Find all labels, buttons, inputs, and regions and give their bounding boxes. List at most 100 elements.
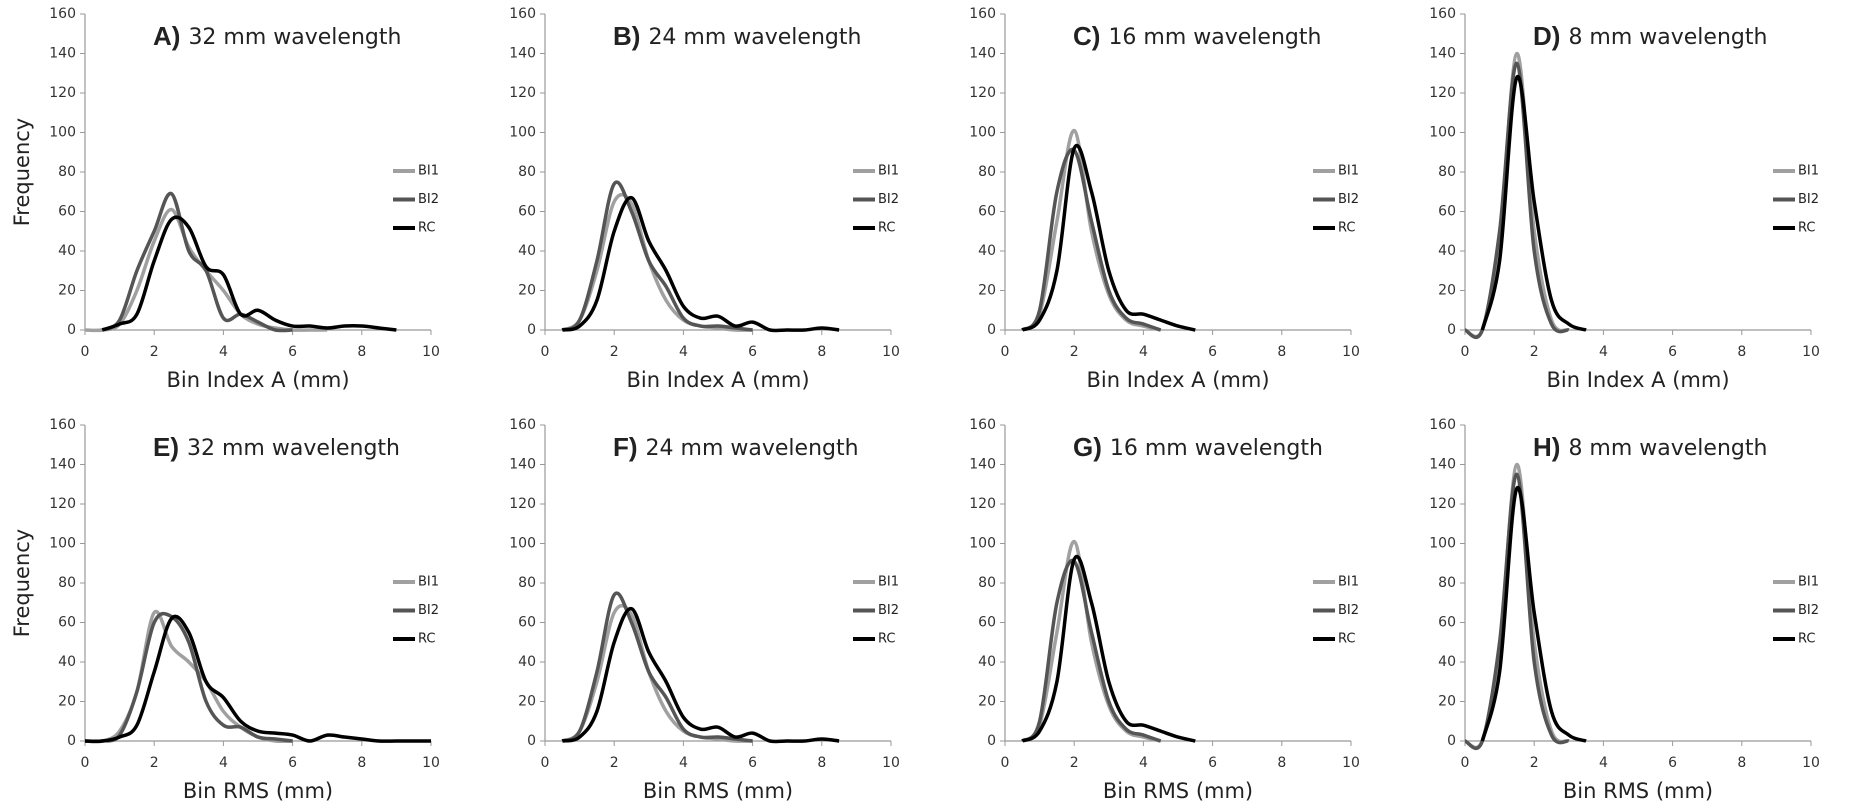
y-tick-label: 0: [987, 733, 996, 749]
legend-label: BI2: [418, 603, 439, 618]
legend-label: BI1: [1338, 164, 1359, 179]
x-axis-label: Bin Index A (mm): [166, 368, 349, 392]
x-tick-label: 10: [422, 755, 440, 771]
x-tick-label: 2: [1070, 755, 1079, 771]
y-tick-label: 100: [969, 125, 996, 141]
y-tick-label: 140: [509, 457, 536, 473]
y-tick-label: 60: [518, 615, 536, 631]
y-tick-label: 0: [1447, 733, 1456, 749]
panel-label: F): [613, 432, 638, 462]
x-tick-label: 0: [1461, 344, 1470, 360]
series-line: [561, 195, 840, 333]
y-tick-label: 160: [49, 6, 76, 22]
x-tick-label: 6: [748, 755, 757, 771]
y-tick-label: 20: [518, 694, 536, 710]
y-tick-label: 40: [58, 243, 76, 259]
y-axis-label: Frequency: [10, 529, 34, 638]
y-tick-label: 120: [509, 496, 536, 512]
legend-label: RC: [1798, 632, 1815, 647]
title-text: 16 mm wavelength: [1110, 436, 1323, 461]
legend-label: BI1: [418, 575, 439, 590]
series-line: [561, 606, 840, 744]
legend-label: RC: [1338, 221, 1355, 236]
y-tick-label: 100: [49, 125, 76, 141]
x-tick-label: 2: [1530, 344, 1539, 360]
title-text: 24 mm wavelength: [648, 25, 861, 50]
series-line: [101, 191, 293, 333]
panel: 0 20 40 60 80 100 120 140 160 0 2 4 6 8 10 Bin Index A …: [10, 6, 440, 392]
legend-label: BI2: [1338, 192, 1359, 207]
title-text: 8 mm wavelength: [1568, 25, 1767, 50]
y-tick-label: 100: [49, 536, 76, 552]
series-line: [1480, 485, 1587, 743]
x-axis-label: Bin Index A (mm): [1086, 368, 1269, 392]
y-tick-label: 140: [1429, 46, 1456, 62]
x-axis-label: Bin RMS (mm): [643, 779, 793, 803]
panel-title: D) 8 mm wavelength: [1533, 21, 1767, 51]
panel-title: H) 8 mm wavelength: [1533, 432, 1767, 462]
y-tick-label: 40: [978, 654, 996, 670]
y-tick-label: 20: [58, 283, 76, 299]
panel-label: G): [1073, 432, 1102, 462]
panel-label: A): [153, 21, 180, 51]
y-tick-label: 20: [978, 283, 996, 299]
y-tick-label: 100: [1429, 536, 1456, 552]
x-tick-label: 10: [422, 344, 440, 360]
legend-label: BI2: [878, 603, 899, 618]
legend-label: BI2: [1338, 603, 1359, 618]
y-tick-label: 100: [1429, 125, 1456, 141]
panel: 0 20 40 60 80 100 120 140 160 0 2 4 6 8 10 Bin RMS (mm)…: [969, 417, 1360, 803]
x-axis-label: Bin Index A (mm): [626, 368, 809, 392]
y-tick-label: 120: [509, 85, 536, 101]
y-tick-label: 60: [978, 204, 996, 220]
x-tick-label: 6: [748, 344, 757, 360]
y-tick-label: 80: [978, 575, 996, 591]
x-tick-label: 6: [1668, 755, 1677, 771]
x-axis-label: Bin RMS (mm): [1103, 779, 1253, 803]
x-tick-label: 10: [1802, 344, 1820, 360]
x-tick-label: 2: [150, 755, 159, 771]
x-tick-label: 10: [882, 344, 900, 360]
y-tick-label: 0: [527, 733, 536, 749]
x-tick-label: 0: [1001, 344, 1010, 360]
y-tick-label: 160: [1429, 6, 1456, 22]
x-tick-label: 0: [1461, 755, 1470, 771]
y-tick-label: 120: [969, 496, 996, 512]
panel-title: C) 16 mm wavelength: [1073, 21, 1321, 51]
x-tick-label: 8: [1277, 755, 1286, 771]
y-tick-label: 0: [67, 322, 76, 338]
y-tick-label: 40: [1438, 243, 1456, 259]
legend-label: RC: [1338, 632, 1355, 647]
x-tick-label: 10: [882, 755, 900, 771]
panel-title: B) 24 mm wavelength: [613, 21, 861, 51]
panel: 0 20 40 60 80 100 120 140 160 0 2 4 6 8 10 Bin RMS (mm)…: [509, 417, 900, 803]
legend-label: BI2: [418, 192, 439, 207]
series-line: [561, 192, 753, 332]
x-tick-label: 8: [357, 344, 366, 360]
legend-label: RC: [418, 221, 435, 236]
series-line: [1021, 143, 1196, 332]
x-tick-label: 10: [1342, 755, 1360, 771]
y-tick-label: 40: [58, 654, 76, 670]
series-line: [84, 611, 293, 744]
y-tick-label: 140: [969, 46, 996, 62]
x-tick-label: 2: [1070, 344, 1079, 360]
y-tick-label: 60: [978, 615, 996, 631]
y-tick-label: 20: [1438, 694, 1456, 710]
y-tick-label: 0: [527, 322, 536, 338]
x-tick-label: 4: [1599, 344, 1608, 360]
x-tick-label: 0: [1001, 755, 1010, 771]
y-tick-label: 160: [1429, 417, 1456, 433]
y-tick-label: 80: [518, 164, 536, 180]
x-axis-label: Bin RMS (mm): [1563, 779, 1713, 803]
legend-label: BI1: [418, 164, 439, 179]
legend-label: BI1: [1798, 164, 1819, 179]
y-tick-label: 120: [1429, 496, 1456, 512]
panel-title: E) 32 mm wavelength: [153, 432, 400, 462]
x-tick-label: 4: [1599, 755, 1608, 771]
legend-label: RC: [878, 632, 895, 647]
x-tick-label: 10: [1342, 344, 1360, 360]
x-tick-label: 4: [219, 755, 228, 771]
y-tick-label: 20: [978, 694, 996, 710]
